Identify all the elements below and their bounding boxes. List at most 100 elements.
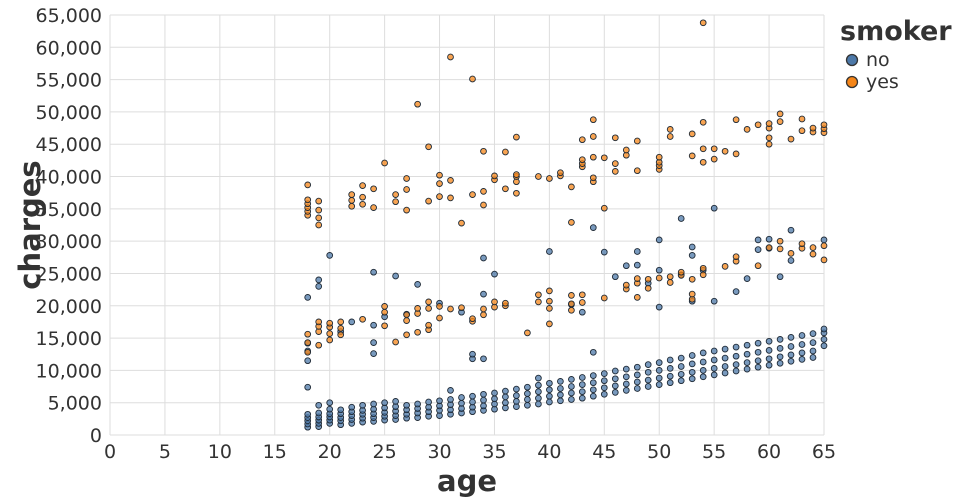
data-point-no: [688, 352, 696, 359]
data-point-no: [589, 386, 597, 394]
data-point-no: [568, 376, 575, 383]
data-point-yes: [414, 100, 421, 108]
data-point-yes: [337, 325, 345, 332]
data-point-no: [315, 283, 323, 290]
y-tick-label: 30,000: [36, 231, 102, 253]
data-point-yes: [359, 200, 366, 208]
data-point-yes: [589, 174, 597, 182]
data-point-no: [447, 396, 454, 403]
data-point-yes: [754, 262, 762, 270]
data-point-yes: [568, 300, 575, 308]
data-point-no: [589, 224, 597, 231]
x-tick-label: 15: [263, 441, 287, 463]
data-point-no: [699, 373, 707, 381]
data-point-yes: [480, 147, 487, 155]
data-point-yes: [447, 177, 454, 184]
data-point-no: [326, 252, 334, 259]
data-point-no: [546, 398, 553, 406]
data-point-yes: [370, 185, 377, 193]
data-points: [304, 19, 828, 431]
data-point-no: [370, 339, 377, 346]
data-point-yes: [743, 126, 751, 133]
data-point-no: [721, 363, 729, 370]
data-point-no: [633, 363, 641, 371]
legend-title: smoker: [840, 16, 952, 47]
data-point-yes: [403, 206, 410, 214]
data-point-no: [546, 379, 553, 387]
data-point-no: [535, 381, 542, 389]
data-point-yes: [820, 242, 828, 250]
data-point-yes: [546, 287, 553, 295]
data-point-no: [600, 384, 608, 392]
data-point-no: [666, 365, 674, 372]
data-point-yes: [787, 250, 795, 257]
data-point-yes: [326, 330, 334, 337]
data-point-yes: [513, 171, 520, 178]
data-point-yes: [425, 305, 432, 312]
data-point-yes: [436, 171, 443, 179]
series-no: [304, 204, 828, 431]
data-point-yes: [502, 148, 509, 156]
data-point-yes: [699, 145, 707, 153]
data-point-no: [611, 375, 619, 383]
data-point-yes: [315, 206, 323, 214]
data-point-no: [535, 400, 542, 408]
data-point-yes: [403, 317, 410, 324]
data-point-yes: [655, 153, 663, 161]
legend-swatch-yes: [845, 75, 859, 89]
data-point-no: [809, 330, 817, 337]
data-point-no: [535, 394, 542, 402]
data-point-yes: [381, 303, 388, 310]
data-point-no: [809, 339, 817, 346]
data-point-yes: [721, 263, 729, 270]
data-point-no: [798, 341, 806, 348]
legend-item-no: no: [845, 49, 890, 71]
data-point-yes: [765, 120, 773, 127]
data-point-no: [611, 389, 619, 396]
data-point-yes: [633, 167, 641, 175]
data-point-no: [557, 385, 564, 392]
data-point-no: [699, 367, 707, 374]
data-point-yes: [458, 304, 465, 312]
data-point-no: [480, 396, 487, 404]
data-point-no: [469, 350, 476, 358]
data-point-no: [600, 248, 608, 256]
data-point-no: [765, 355, 773, 363]
data-point-yes: [425, 197, 432, 205]
data-point-no: [535, 388, 542, 396]
data-point-yes: [392, 191, 399, 198]
data-point-yes: [414, 305, 421, 312]
data-point-no: [557, 378, 564, 385]
data-point-no: [787, 351, 795, 359]
data-point-yes: [381, 322, 388, 330]
data-point-yes: [633, 275, 641, 282]
data-point-no: [348, 318, 356, 326]
data-point-no: [622, 365, 630, 373]
data-point-no: [710, 204, 718, 212]
data-point-yes: [348, 197, 356, 204]
data-point-no: [765, 361, 773, 369]
data-point-yes: [820, 256, 828, 264]
data-point-no: [644, 361, 652, 368]
data-point-no: [688, 243, 696, 251]
data-point-yes: [425, 321, 432, 329]
data-point-yes: [589, 133, 597, 140]
data-point-yes: [315, 214, 323, 222]
data-point-no: [348, 403, 356, 411]
data-point-no: [611, 367, 619, 375]
y-tick-label: 25,000: [36, 263, 102, 285]
data-point-no: [776, 359, 784, 367]
data-point-no: [721, 354, 729, 362]
data-point-no: [480, 290, 487, 298]
data-point-no: [524, 401, 531, 409]
data-point-yes: [578, 156, 586, 164]
data-point-no: [787, 226, 795, 234]
data-point-no: [469, 392, 476, 400]
data-point-yes: [798, 240, 806, 248]
x-tick-label: 60: [757, 441, 781, 463]
data-point-yes: [469, 75, 476, 83]
data-point-yes: [776, 110, 784, 118]
data-point-no: [677, 354, 685, 362]
data-point-no: [820, 236, 828, 244]
data-point-yes: [568, 183, 575, 191]
